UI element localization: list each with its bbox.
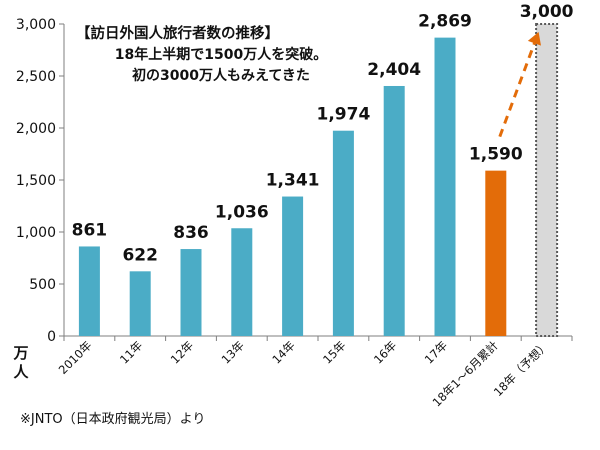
y-tick-label: 0 <box>47 329 56 345</box>
bar <box>231 228 253 336</box>
bar-value-label: 3,000 <box>520 2 574 22</box>
x-tick-label: 11年 <box>117 338 145 366</box>
bar-partial <box>485 170 507 336</box>
bar <box>282 196 304 336</box>
bar-forecast <box>535 23 559 337</box>
y-tick-label: 1,000 <box>16 225 56 241</box>
title-line-1: 【訪日外国人旅行者数の推移】 <box>76 26 279 42</box>
title-line-3: 初の3000万人もみえてきた <box>132 68 310 84</box>
bar <box>383 85 405 336</box>
y-axis-unit-char-1: 万 <box>13 344 29 362</box>
bar-value-label: 861 <box>72 220 108 240</box>
x-tick-label: 2010年 <box>56 338 95 377</box>
chart-title: 【訪日外国人旅行者数の推移】 18年上半期で1500万人を突破。 初の3000万… <box>76 24 366 87</box>
y-tick-label: 1,500 <box>16 173 56 189</box>
y-axis-unit-char-2: 人 <box>13 363 29 381</box>
bar <box>129 271 151 336</box>
y-tick-label: 2,500 <box>16 69 56 85</box>
bar-value-label: 2,869 <box>418 12 472 32</box>
x-tick-label: 17年 <box>422 338 450 366</box>
y-tick-label: 2,000 <box>16 121 56 137</box>
x-tick-label: 14年 <box>269 338 297 366</box>
bar-value-label: 836 <box>173 223 209 243</box>
x-tick-label: 12年 <box>168 338 196 366</box>
x-tick-label: 16年 <box>371 338 399 366</box>
bar-value-label: 1,036 <box>215 202 269 222</box>
bar <box>78 246 100 336</box>
y-tick-label: 3,000 <box>16 17 56 33</box>
trend-arrow-line <box>498 31 541 138</box>
y-tick-label: 500 <box>29 277 56 293</box>
x-tick-label: 15年 <box>320 338 348 366</box>
source-note: ※JNTO（日本政府観光局）より <box>20 412 206 427</box>
bar-value-label: 1,590 <box>469 145 523 165</box>
bar-value-label: 2,404 <box>367 60 421 80</box>
bar <box>332 130 354 336</box>
x-tick-label: 13年 <box>219 338 247 366</box>
y-axis-unit-label: 万 人 <box>10 344 32 382</box>
bar <box>434 37 456 337</box>
bar <box>180 249 202 336</box>
bar-value-label: 622 <box>122 245 158 265</box>
bar-value-label: 1,341 <box>266 171 320 191</box>
trend-arrow-head <box>527 32 541 46</box>
bar-value-label: 1,974 <box>317 105 371 125</box>
title-line-2: 18年上半期で1500万人を突破。 <box>114 47 328 63</box>
